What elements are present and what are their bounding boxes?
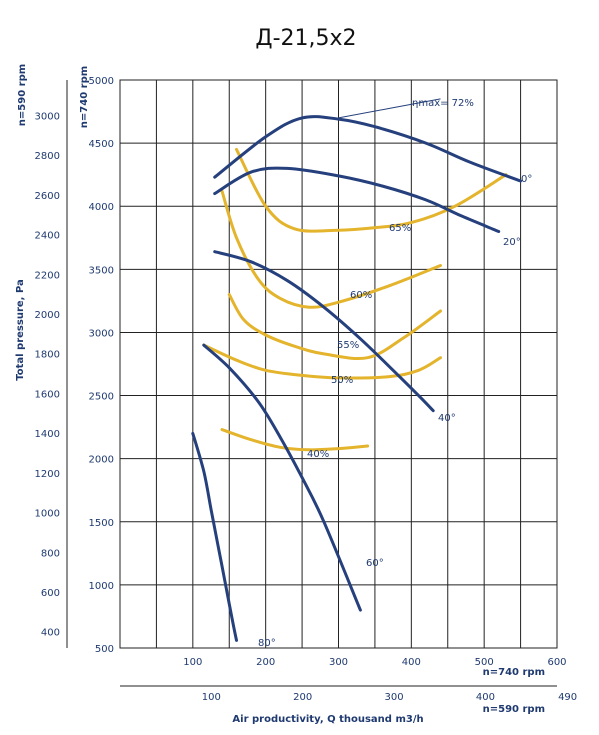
y-axis-title: Total pressure, Pa [15, 279, 26, 381]
angle-label: 60° [366, 558, 384, 569]
y-tick-secondary: 1600 [35, 389, 60, 400]
efficiency-curve [227, 293, 442, 361]
efficiency-label: 65% [389, 223, 411, 234]
y-tick-secondary: 1000 [35, 509, 60, 520]
y-tick-primary: 4000 [89, 202, 114, 213]
x-axis-primary-label: n=740 rpm [483, 667, 545, 678]
x-axis-title: Air productivity, Q thousand m3/h [232, 714, 423, 725]
x-tick-primary: 100 [183, 657, 202, 668]
efficiency-leader-line [338, 98, 441, 119]
x-tick-primary: 400 [402, 657, 421, 668]
efficiency-label: 50% [331, 375, 353, 386]
efficiency-label: ηmax= 72% [412, 98, 474, 109]
angle-label: 80° [258, 638, 276, 649]
curves [191, 98, 523, 642]
y-tick-secondary: 2000 [35, 310, 60, 321]
y-tick-secondary: 2200 [35, 270, 60, 281]
y-tick-primary: 500 [95, 644, 114, 655]
y-tick-secondary: 1400 [35, 429, 60, 440]
x-tick-secondary: 400 [476, 692, 495, 703]
x-tick-secondary: 200 [293, 692, 312, 703]
y-tick-primary: 4500 [89, 139, 114, 150]
x-tick-primary: 300 [329, 657, 348, 668]
angle-curve [191, 431, 238, 642]
x-tick-secondary: 100 [202, 692, 221, 703]
y-tick-secondary: 2800 [35, 151, 60, 162]
y-tick-primary: 2500 [89, 392, 114, 403]
angle-curve [213, 166, 501, 233]
y-tick-secondary: 600 [41, 588, 60, 599]
y-tick-secondary: 400 [41, 628, 60, 639]
angle-label: 40° [438, 413, 456, 424]
grid [66, 79, 558, 687]
y-tick-secondary: 3000 [35, 111, 60, 122]
y-tick-secondary: 1800 [35, 350, 60, 361]
y-tick-secondary: 2600 [35, 191, 60, 202]
efficiency-label: 40% [307, 449, 329, 460]
angle-label: 20° [503, 237, 521, 248]
efficiency-label: 60% [350, 290, 372, 301]
y-tick-primary: 1500 [89, 518, 114, 529]
y-axis-secondary-label: n=590 rpm [17, 64, 28, 126]
efficiency-curve [235, 147, 508, 233]
curve-labels: ηmax= 72% 65% 60% 55% 50% 40% 0° 20° 40° 60° 80° [258, 98, 532, 649]
y-tick-primary: 2000 [89, 455, 114, 466]
angle-curve [202, 343, 362, 612]
x-tick-primary: 200 [256, 657, 275, 668]
y-tick-primary: 3000 [89, 328, 114, 339]
x-axis-secondary-label: n=590 rpm [483, 704, 545, 715]
efficiency-label: 55% [337, 340, 359, 351]
x-tick-primary: 500 [475, 657, 494, 668]
chart-title: Д-21,5х2 [255, 26, 356, 51]
y-axis-primary-label: n=740 rpm [79, 66, 90, 128]
y-tick-secondary: 800 [41, 548, 60, 559]
efficiency-curve [202, 343, 442, 380]
efficiency-curve [220, 189, 442, 309]
angle-curve [213, 115, 523, 183]
efficiency-curve [220, 428, 370, 452]
angle-label: 0° [521, 174, 532, 185]
tick-labels: 100 200 300 400 500 600 100 200 300 400 490 500 1000… [35, 76, 578, 703]
x-tick-secondary: 490 [558, 692, 577, 703]
y-tick-primary: 5000 [89, 76, 114, 87]
x-tick-primary: 600 [547, 657, 566, 668]
y-tick-secondary: 2400 [35, 231, 60, 242]
x-tick-secondary: 300 [385, 692, 404, 703]
y-tick-primary: 1000 [89, 581, 114, 592]
y-tick-secondary: 1200 [35, 469, 60, 480]
angle-curve [213, 250, 435, 413]
y-tick-primary: 3500 [89, 265, 114, 276]
